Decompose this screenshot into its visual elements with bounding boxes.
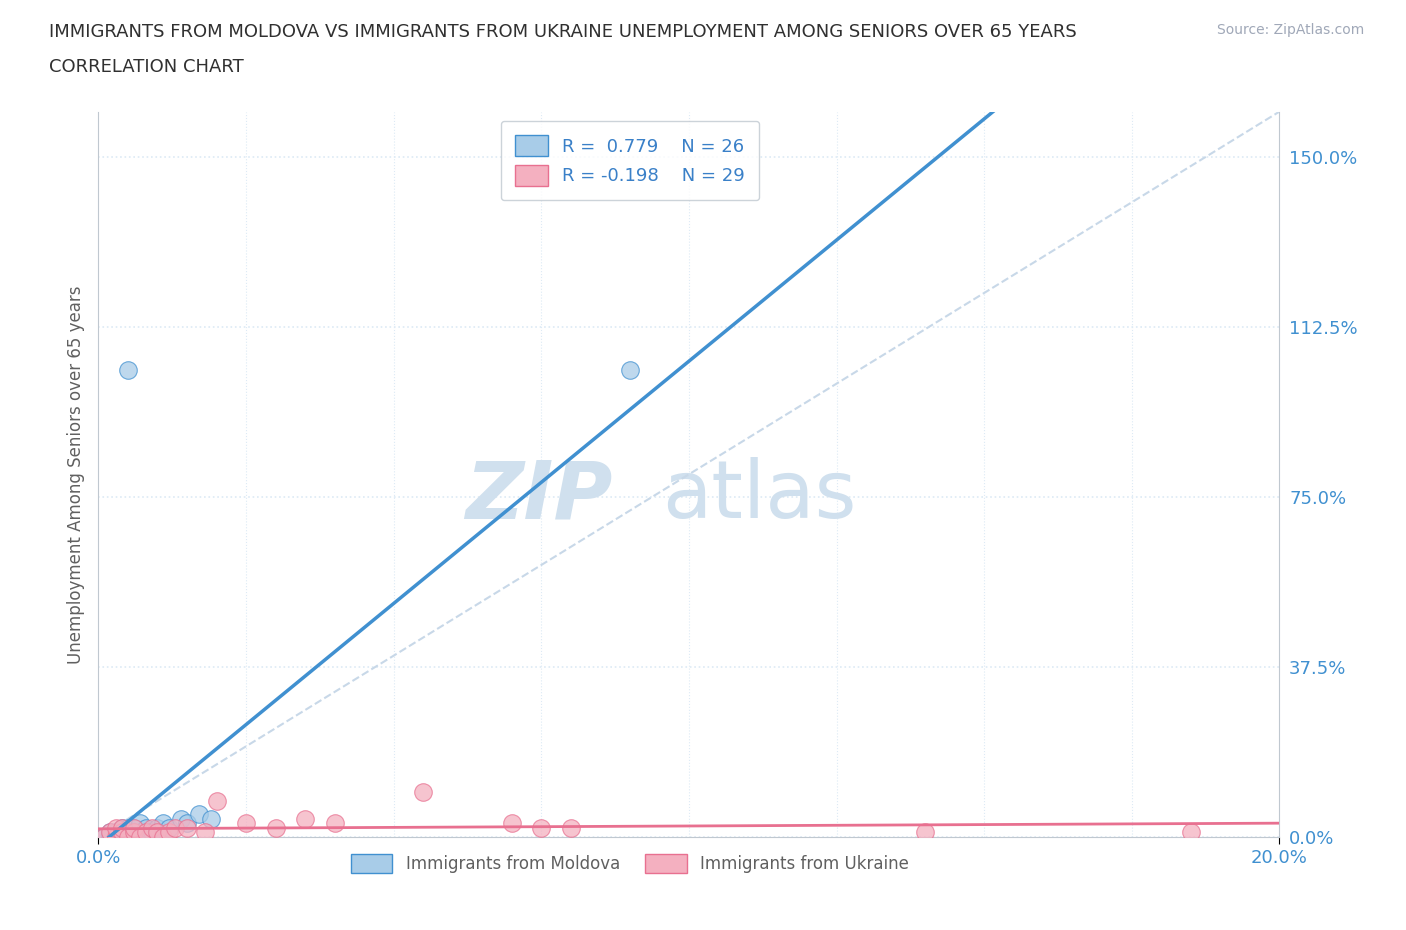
Point — [111, 830, 134, 844]
Point — [914, 825, 936, 840]
Point — [117, 820, 139, 835]
Point — [530, 820, 553, 835]
Point — [93, 830, 115, 844]
Point — [117, 830, 139, 844]
Text: Source: ZipAtlas.com: Source: ZipAtlas.com — [1216, 23, 1364, 37]
Point — [157, 820, 180, 835]
Point — [141, 825, 163, 840]
Point — [165, 820, 187, 835]
Point — [560, 820, 582, 835]
Point — [105, 830, 128, 844]
Point — [619, 363, 641, 378]
Point — [128, 825, 150, 840]
Point — [98, 825, 121, 840]
Point — [187, 807, 209, 822]
Point — [111, 825, 134, 840]
Point — [135, 820, 157, 835]
Point — [122, 825, 145, 840]
Text: IMMIGRANTS FROM MOLDOVA VS IMMIGRANTS FROM UKRAINE UNEMPLOYMENT AMONG SENIORS OV: IMMIGRANTS FROM MOLDOVA VS IMMIGRANTS FR… — [49, 23, 1077, 41]
Point — [146, 825, 169, 840]
Point — [200, 811, 222, 827]
Point — [122, 820, 145, 835]
Point — [205, 793, 228, 808]
Point — [135, 825, 157, 840]
Point — [122, 820, 145, 835]
Point — [264, 820, 287, 835]
Point — [105, 825, 128, 840]
Point — [111, 820, 134, 835]
Point — [128, 830, 150, 844]
Legend: Immigrants from Moldova, Immigrants from Ukraine: Immigrants from Moldova, Immigrants from… — [344, 847, 915, 880]
Point — [152, 830, 174, 844]
Point — [98, 825, 121, 840]
Point — [412, 784, 434, 799]
Point — [1180, 825, 1202, 840]
Point — [105, 820, 128, 835]
Point — [294, 811, 316, 827]
Point — [141, 820, 163, 835]
Point — [146, 820, 169, 835]
Point — [176, 816, 198, 830]
Text: ZIP: ZIP — [465, 457, 612, 535]
Point — [170, 811, 193, 827]
Point — [194, 825, 217, 840]
Point — [157, 825, 180, 840]
Text: CORRELATION CHART: CORRELATION CHART — [49, 58, 245, 75]
Point — [152, 816, 174, 830]
Point — [176, 820, 198, 835]
Point — [235, 816, 257, 830]
Point — [128, 816, 150, 830]
Point — [122, 825, 145, 840]
Point — [111, 820, 134, 835]
Point — [105, 830, 128, 844]
Y-axis label: Unemployment Among Seniors over 65 years: Unemployment Among Seniors over 65 years — [66, 286, 84, 663]
Point — [93, 830, 115, 844]
Point — [98, 830, 121, 844]
Text: atlas: atlas — [662, 457, 858, 535]
Point — [135, 825, 157, 840]
Point — [323, 816, 346, 830]
Point — [117, 825, 139, 840]
Point — [117, 363, 139, 378]
Point — [117, 830, 139, 844]
Point — [501, 816, 523, 830]
